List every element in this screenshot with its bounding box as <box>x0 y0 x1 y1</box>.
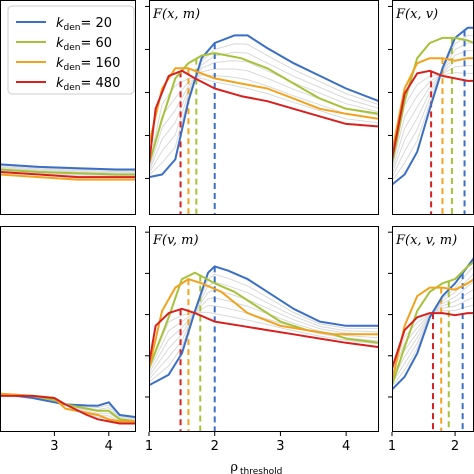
series-line-2 <box>392 57 474 152</box>
intermediate-curve <box>392 42 474 178</box>
panel-title: F(v, m) <box>152 233 199 248</box>
series-line-0 <box>0 392 136 419</box>
intermediate-curve <box>0 165 136 172</box>
series-line-2 <box>0 173 136 181</box>
panel-title: F(x, m) <box>152 7 200 22</box>
intermediate-curve <box>149 60 379 172</box>
x-tick-label: 2 <box>451 439 459 454</box>
intermediate-curve <box>149 281 379 380</box>
intermediate-curve <box>149 74 379 169</box>
series-line-0 <box>149 265 379 387</box>
x-tick-label: 1 <box>145 439 153 454</box>
intermediate-curve <box>0 167 136 174</box>
panel-bottom-middle: F(v, m) 1 2 3 4 <box>145 226 379 454</box>
panel-frame <box>0 0 136 215</box>
series-line-0 <box>392 26 474 186</box>
intermediate-curve <box>392 65 474 167</box>
series-line-3 <box>0 171 136 179</box>
panel-frame <box>149 0 379 215</box>
legend-label: kden= 160 <box>56 56 120 73</box>
series-line-3 <box>392 69 474 160</box>
panel-top-right: F(x, v) <box>388 0 474 215</box>
series-line-0 <box>0 163 136 171</box>
legend-frame <box>7 5 135 95</box>
panels-root: F(x, m) F(x, v)3 4F(v, m)1 2 3 4F(x, v, m)1 2 <box>0 0 474 454</box>
series-line-3 <box>149 69 379 165</box>
x-tick-label: 1 <box>388 439 396 454</box>
legend-items: kden= 20 kden= 60 kden= 160 kden= 480 <box>16 16 120 93</box>
intermediate-curve <box>392 281 474 381</box>
intermediate-curve <box>392 57 474 171</box>
intermediate-curve <box>392 72 474 164</box>
plot-area-top-middle <box>149 34 379 215</box>
x-tick-label: 3 <box>276 439 284 454</box>
series-line-2 <box>149 278 379 369</box>
panel-frame <box>149 226 379 432</box>
intermediate-curve <box>149 311 379 368</box>
series-line-3 <box>392 312 474 369</box>
series-line-2 <box>392 278 474 382</box>
intermediate-curve <box>0 166 136 173</box>
intermediate-curve <box>392 288 474 378</box>
legend-label: kden= 60 <box>56 36 112 53</box>
panel-title: F(x, v) <box>395 7 438 22</box>
legend-label: kden= 20 <box>56 16 112 33</box>
plot-area-bottom-left <box>0 392 136 425</box>
x-tick-label: 4 <box>105 439 113 454</box>
intermediate-curve <box>149 305 379 371</box>
series-line-1 <box>0 392 136 423</box>
plot-area-bottom-right <box>392 257 474 432</box>
series-line-1 <box>0 168 136 176</box>
intermediate-curve <box>0 170 136 177</box>
plot-area-bottom-middle <box>149 265 379 432</box>
intermediate-curve <box>149 51 379 174</box>
legend: kden= 20 kden= 60 kden= 160 kden= 480 <box>7 5 135 95</box>
plot-area-top-left <box>0 163 136 181</box>
x-tick-label: 4 <box>342 439 350 454</box>
intermediate-curve <box>149 289 379 377</box>
series-line-3 <box>0 394 136 425</box>
series-line-0 <box>149 34 379 179</box>
series-line-2 <box>149 67 379 145</box>
panel-frame <box>0 226 136 432</box>
panel-top-left <box>0 0 136 215</box>
intermediate-curve <box>392 50 474 174</box>
panel-bottom-right: F(x, v, m) 1 2 <box>388 226 474 454</box>
series-line-1 <box>392 36 474 165</box>
x-axis-symbol: ρ <box>230 460 238 474</box>
plot-area-top-right <box>392 26 474 215</box>
panel-top-middle: F(x, m) <box>145 0 379 215</box>
x-tick-label: 2 <box>211 439 219 454</box>
series-line-3 <box>149 307 379 365</box>
x-axis-title: ρ threshold <box>230 460 282 474</box>
intermediate-curve <box>149 77 379 167</box>
panel-title: F(x, v, m) <box>395 233 457 248</box>
series-line-1 <box>149 52 379 165</box>
x-tick-label: 3 <box>50 439 58 454</box>
intermediate-curve <box>149 273 379 383</box>
intermediate-curve <box>149 43 379 176</box>
legend-label: kden= 480 <box>56 76 120 93</box>
x-axis-subscript: threshold <box>240 467 282 474</box>
